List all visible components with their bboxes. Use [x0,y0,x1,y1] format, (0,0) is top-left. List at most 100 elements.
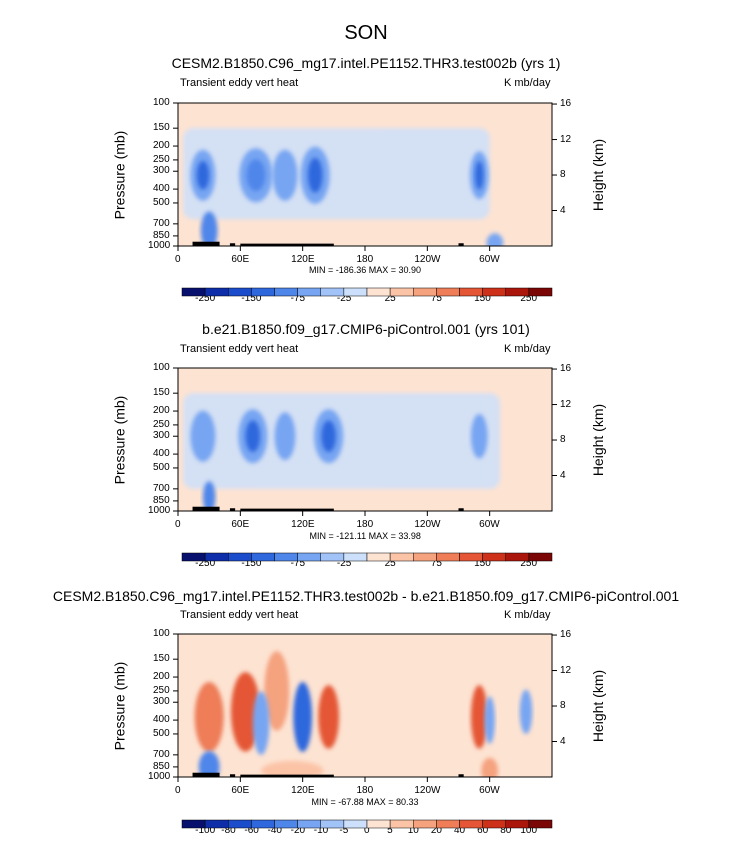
panel-0 [173,102,557,297]
topography [240,774,334,777]
anomaly-region [198,751,220,777]
x-tick-label: 60E [231,785,250,796]
topography [458,774,464,777]
y-tick-label: 250 [153,684,170,696]
colorbar-label: 75 [430,293,442,304]
anomaly-region [274,412,296,461]
x-tick-label: 120W [414,519,441,530]
colorbar-swatch [228,287,252,297]
colorbar-label: 10 [407,825,419,836]
colorbar-label: 250 [520,558,538,569]
topography [229,774,236,777]
colorbar-swatch [343,287,368,297]
y-tick-label: 700 [153,748,170,760]
y-tick-label: 850 [153,229,170,241]
anomaly-region [194,681,224,752]
y-tick-label: 400 [153,714,170,726]
colorbar-swatch [297,287,321,297]
y-tick-label: 150 [153,387,170,399]
anomaly-region [470,685,488,749]
topography [240,243,334,246]
y-tick-label: 250 [153,153,170,165]
colorbar-swatch [436,552,460,562]
colorbar-label: 25 [384,293,396,304]
y-tick-label: 200 [153,140,170,152]
colorbar-swatch [459,552,483,562]
anomaly-region [318,685,340,749]
colorbar-swatch [251,287,275,297]
x-tick-label: 0 [175,785,181,796]
colorbar-swatch [413,287,437,297]
colorbar-swatch [251,552,275,562]
colorbar-swatch [320,552,345,562]
anomaly-region [196,160,210,190]
figure-title: SON [344,22,388,44]
units-label: K mb/day [504,343,551,355]
x-tick-label: 60W [479,254,500,265]
x-tick-label: 180 [356,254,374,265]
x-tick-label: 180 [356,785,374,796]
colorbar-swatch [389,287,414,297]
y-tick-label: 500 [153,196,170,208]
colorbar-label: 40 [454,825,466,836]
colorbar-swatch [528,552,553,562]
x-tick-label: 120E [291,254,315,265]
y-tick-label: 1000 [148,771,171,782]
y-tick-label: 250 [153,418,170,430]
colorbar-swatch [181,287,206,297]
y-tick-label: 150 [153,653,170,665]
anomaly-region [245,420,261,453]
anomaly-region [272,149,298,201]
colorbar-swatch [528,287,553,297]
panel-1 [173,367,557,562]
x-tick-label: 120E [291,519,315,530]
colorbar-swatch [251,819,275,829]
y-right-tick-label: 12 [560,133,572,145]
topography [240,508,334,511]
colorbar-swatch [436,819,460,829]
colorbar-label: 5 [387,825,393,836]
colorbar-swatch [482,287,506,297]
anomaly-region [252,691,270,755]
colorbar-label: 25 [384,558,396,569]
colorbar-label: -40 [267,825,282,836]
colorbar-swatch [505,819,530,829]
colorbar-swatch [274,819,298,829]
anomaly-region [230,672,261,752]
colorbar-label: -250 [195,293,216,304]
panel-left-label: Transient eddy vert heat [180,77,299,89]
units-label: K mb/day [504,609,551,621]
colorbar-swatch [274,552,298,562]
min-max-stats: MIN = -186.36 MAX = 30.90 [309,265,422,275]
colorbar-swatch [482,552,506,562]
x-tick-label: 60W [479,785,500,796]
colorbar-label: -25 [336,293,352,304]
colorbar-swatch [320,287,345,297]
colorbar-label: -75 [290,293,306,304]
anomaly-region [200,211,218,246]
x-tick-label: 120W [414,254,441,265]
y-right-tick-label: 4 [560,204,566,216]
colorbar-swatch [505,287,530,297]
topography [192,506,220,511]
colorbar-swatch [204,287,229,297]
colorbar-swatch [482,819,506,829]
y-tick-label: 700 [153,482,170,494]
y-tick-label: 200 [153,405,170,417]
cool-region [183,128,490,220]
anomaly-region [484,696,495,744]
y-right-tick-label: 8 [560,169,566,181]
x-tick-label: 120E [291,785,315,796]
colorbar-label: -75 [290,558,306,569]
y-tick-label: 300 [153,696,170,708]
min-max-stats: MIN = -67.88 MAX = 80.33 [311,797,419,807]
y-tick-label: 400 [153,183,170,195]
colorbar-swatch [366,819,391,829]
colorbar-label: -100 [195,825,216,836]
colorbar-swatch [320,819,345,829]
y-tick-label: 300 [153,165,170,177]
colorbar-label: -5 [339,825,349,836]
y-right-tick-label: 4 [560,735,566,747]
colorbar-label: -20 [290,825,306,836]
